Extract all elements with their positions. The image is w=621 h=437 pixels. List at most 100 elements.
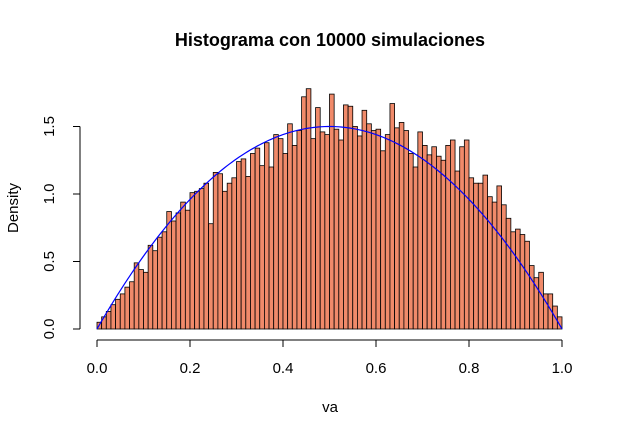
- histogram-bar: [296, 130, 303, 330]
- histogram-bar: [208, 223, 214, 330]
- histogram-bar: [389, 103, 396, 330]
- histogram-bar: [170, 220, 177, 330]
- x-tick-label: 0.0: [87, 360, 108, 377]
- histogram-bar: [538, 271, 544, 330]
- y-axis-label: Density: [5, 182, 22, 233]
- histogram-bar: [319, 131, 326, 330]
- histogram-bar: [236, 161, 242, 330]
- histogram-bar: [119, 293, 126, 330]
- histogram-bar: [417, 131, 423, 330]
- histogram-bar: [477, 182, 484, 330]
- histogram-bar: [124, 286, 130, 330]
- histogram-bar: [231, 177, 237, 330]
- histogram-bar: [263, 142, 270, 330]
- histogram-bar: [408, 153, 414, 330]
- density-curve: [96, 125, 563, 330]
- histogram-bar: [180, 201, 186, 330]
- histogram-bar: [380, 150, 386, 330]
- histogram-bar: [394, 127, 400, 330]
- histogram-bar: [315, 107, 321, 330]
- histogram-bar: [105, 311, 112, 330]
- histogram-bar: [403, 130, 409, 330]
- histogram-bar: [250, 153, 256, 330]
- x-axis: 0.0 0.2 0.4 0.6 0.8 1.0: [87, 339, 573, 377]
- histogram-bar: [519, 234, 526, 330]
- histogram-bar: [240, 158, 247, 330]
- y-tick-label: 0.0: [41, 319, 58, 340]
- histogram-bar: [454, 170, 461, 330]
- histogram-bar: [524, 240, 530, 330]
- histogram-bar: [347, 105, 354, 330]
- x-tick-label: 1.0: [552, 360, 573, 377]
- histogram-bar: [194, 190, 200, 330]
- histogram-bar: [482, 174, 489, 330]
- x-axis-label: va: [322, 399, 339, 416]
- histogram-bar: [222, 190, 228, 330]
- histogram-bar: [166, 211, 172, 330]
- histogram-bar: [305, 88, 312, 330]
- histogram-bar: [226, 182, 233, 330]
- histogram-bar: [329, 93, 335, 330]
- histogram-bar: [254, 147, 261, 330]
- histogram-bar: [175, 212, 182, 330]
- histogram-bar: [277, 138, 284, 330]
- histogram-bar: [273, 134, 279, 330]
- histogram-bar: [384, 134, 391, 330]
- histogram-bar: [515, 228, 521, 330]
- histogram-bar: [133, 262, 140, 330]
- histogram-bar: [496, 185, 502, 330]
- histogram-bar: [352, 126, 358, 330]
- histogram-bar: [343, 104, 349, 330]
- histogram-bar: [189, 192, 196, 330]
- histogram-bar: [110, 304, 116, 330]
- histogram-bar: [324, 134, 330, 330]
- y-axis: 0.0 0.5 1.0 1.5: [41, 116, 81, 340]
- histogram-bar: [398, 122, 405, 330]
- histogram-bar: [333, 128, 340, 330]
- histogram-bar: [152, 250, 158, 330]
- histogram-bar: [203, 182, 209, 330]
- histogram-bar: [282, 153, 289, 330]
- histogram-bar: [310, 138, 316, 330]
- histogram-bar: [291, 144, 298, 330]
- histogram-bar: [491, 201, 498, 330]
- histogram-bar: [217, 173, 223, 330]
- histogram-bar: [287, 123, 293, 330]
- x-tick-label: 0.6: [366, 360, 387, 377]
- y-tick-label: 1.5: [41, 116, 58, 137]
- histogram-bar: [143, 271, 149, 330]
- histogram-bar: [510, 231, 516, 330]
- chart-title: Histograma con 10000 simulaciones: [175, 30, 485, 50]
- histogram-bar: [366, 123, 372, 330]
- histogram-bar: [426, 154, 433, 330]
- histogram-bar: [259, 165, 265, 330]
- histogram-bar: [440, 159, 447, 330]
- histogram-bar: [370, 130, 377, 330]
- histogram-bar: [198, 188, 205, 330]
- histogram-bar: [501, 204, 507, 330]
- histogram-bar: [361, 109, 368, 330]
- histogram-bar: [375, 128, 382, 330]
- histogram-bar: [356, 135, 363, 330]
- histogram-bar: [184, 209, 191, 330]
- histogram-bar: [268, 166, 275, 330]
- histogram-bar: [338, 139, 344, 330]
- histogram-bar: [115, 298, 121, 330]
- y-tick-label: 1.0: [41, 184, 58, 205]
- histogram-bar: [412, 166, 419, 330]
- histogram-bar: [129, 281, 135, 330]
- histogram-bar: [505, 217, 512, 330]
- histogram-bar: [487, 196, 493, 330]
- histogram-bar: [422, 144, 428, 330]
- histogram-bar: [245, 176, 251, 330]
- histogram-bar: [445, 144, 451, 330]
- histogram-bar: [301, 96, 307, 330]
- x-tick-label: 0.4: [273, 360, 294, 377]
- histogram-bar: [431, 146, 437, 330]
- histogram-bar: [459, 146, 465, 330]
- x-tick-label: 0.8: [459, 360, 480, 377]
- histogram-bar: [436, 155, 442, 330]
- histogram-bar: [529, 265, 535, 330]
- histogram-bar: [147, 244, 154, 330]
